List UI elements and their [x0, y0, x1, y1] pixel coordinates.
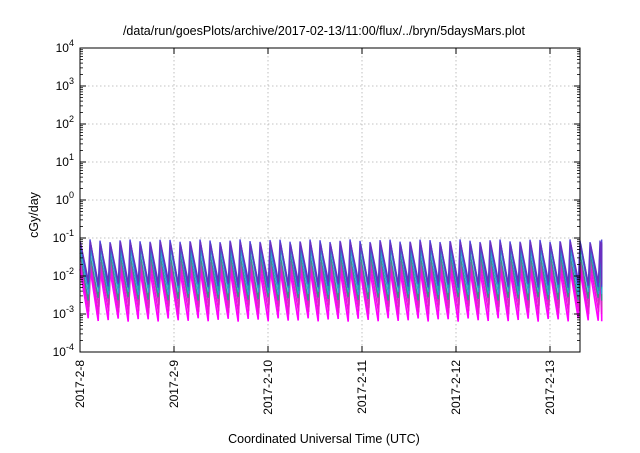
series-line [80, 259, 603, 309]
y-tick-label: 101 [56, 152, 74, 169]
x-tick-label: 2017-2-10 [261, 360, 275, 415]
y-tick-label: 10-3 [53, 304, 74, 321]
y-tick-label: 100 [56, 190, 74, 207]
y-tick-label: 10-1 [53, 228, 74, 245]
x-axis-label: Coordinated Universal Time (UTC) [228, 432, 420, 446]
x-tick-label: 2017-2-11 [355, 360, 369, 414]
y-tick-label: 103 [56, 76, 74, 93]
x-tick-label: 2017-2-9 [167, 360, 181, 408]
plot-series [79, 239, 603, 322]
series-line [79, 241, 603, 285]
y-tick-label: 10-4 [53, 342, 74, 359]
y-tick-label: 102 [56, 114, 74, 131]
plot-frame [79, 47, 581, 353]
x-tick-label: 2017-2-12 [449, 360, 463, 415]
chart-title: /data/run/goesPlots/archive/2017-02-13/1… [123, 24, 526, 38]
y-axis-label: cGy/day [27, 191, 41, 238]
y-tick-label: 10-2 [53, 266, 74, 283]
x-tick-label: 2017-2-13 [543, 360, 557, 415]
y-tick-label: 104 [56, 38, 74, 55]
x-tick-label: 2017-2-8 [73, 360, 87, 408]
axes: 10-4 10-3 10-2 10-1 100 101 102 103 104 2017-2-8 2… [53, 38, 581, 415]
